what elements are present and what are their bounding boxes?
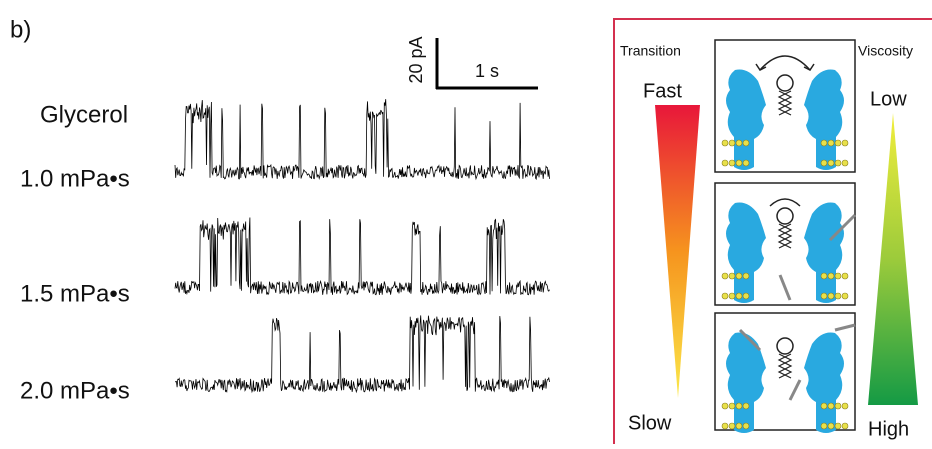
trace [174, 315, 550, 394]
trace [174, 217, 550, 296]
viscosity-top: Low [870, 88, 907, 110]
trace [174, 99, 550, 181]
trace-label: 1.0 mPa•s [20, 165, 130, 192]
viscosity-title: Viscosity [858, 43, 913, 59]
current-traces [174, 99, 550, 394]
scale-time: 1 s [475, 61, 499, 81]
transition-gradient [655, 105, 700, 398]
transition-bottom: Slow [628, 412, 672, 434]
transition-title: Transition [620, 43, 681, 59]
scale-current: 20 pA [406, 36, 426, 83]
transition-top: Fast [643, 80, 682, 102]
traces-title: Glycerol [40, 101, 128, 128]
viscosity-bottom: High [868, 418, 909, 440]
viscosity-gradient [868, 113, 918, 405]
panel-label: b) [10, 16, 31, 43]
trace-label: 2.0 mPa•s [20, 377, 130, 404]
legend-frame [613, 18, 932, 449]
trace-label: 1.5 mPa•s [20, 280, 130, 307]
schematic [714, 39, 857, 434]
